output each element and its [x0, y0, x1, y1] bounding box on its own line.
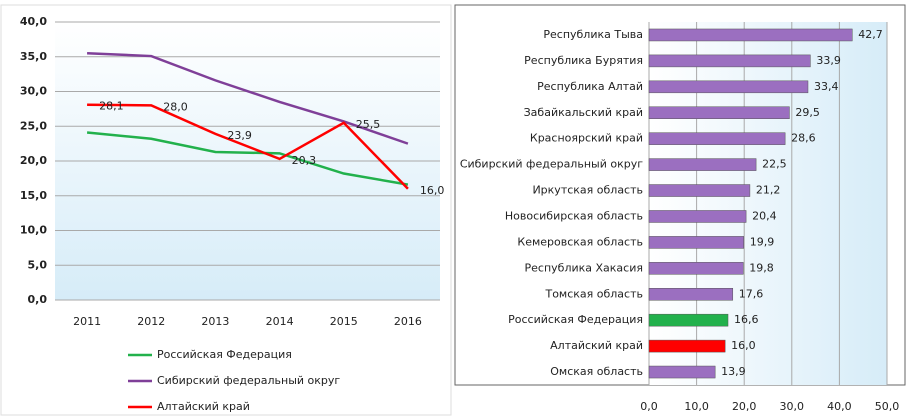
data-label: 28,1 [99, 100, 124, 113]
category-label: Забайкальский край [524, 106, 643, 119]
category-label: Республика Бурятия [524, 54, 643, 67]
bar [648, 54, 811, 68]
category-label: Иркутская область [532, 184, 643, 197]
data-label: 33,9 [816, 54, 841, 67]
data-label: 16,0 [420, 184, 445, 197]
category-label: Республика Тыва [543, 28, 643, 41]
series-line [86, 131, 409, 186]
x-tick-label: 2016 [394, 315, 422, 328]
x-tick-label: 10,0 [684, 400, 709, 413]
category-label: Кемеровская область [517, 235, 643, 248]
category-label: Республика Алтай [537, 80, 643, 93]
data-label: 21,2 [756, 184, 781, 197]
legend-label: Российская Федерация [157, 348, 292, 361]
category-label: Омская область [550, 365, 643, 378]
series-line [87, 103, 409, 190]
bar [648, 132, 786, 145]
right-plot-area [649, 22, 887, 385]
y-tick-label: 30,0 [20, 85, 47, 98]
data-label: 33,4 [814, 80, 839, 93]
x-tick-label: 40,0 [827, 400, 852, 413]
y-tick-label: 20,0 [20, 154, 47, 167]
data-label: 42,7 [858, 28, 883, 41]
bar [648, 339, 726, 353]
y-tick-label: 25,0 [20, 119, 47, 132]
bar [648, 184, 751, 197]
bar [648, 80, 809, 94]
category-label: Республика Хакасия [525, 261, 643, 274]
category-label: Новосибирская область [505, 209, 643, 222]
data-label: 16,6 [734, 313, 759, 326]
y-tick-label: 35,0 [20, 50, 47, 63]
bar [648, 28, 853, 42]
category-label: Красноярский край [530, 132, 643, 145]
category-label: Алтайский край [550, 339, 643, 352]
data-label: 19,8 [749, 261, 774, 274]
x-tick-label: 2014 [266, 315, 294, 328]
x-tick-label: 0,0 [640, 400, 658, 413]
bar [648, 288, 734, 301]
data-label: 19,9 [750, 235, 775, 248]
category-label: Российская Федерация [508, 313, 643, 326]
category-label: Сибирский федеральный округ [460, 158, 643, 171]
x-tick-label: 2015 [330, 315, 358, 328]
data-label: 13,9 [721, 365, 746, 378]
bar [648, 313, 729, 327]
bar [648, 106, 790, 119]
x-tick-label: 2013 [201, 315, 229, 328]
data-label: 29,5 [795, 106, 820, 119]
y-tick-label: 40,0 [20, 15, 47, 28]
x-tick-label: 2012 [137, 315, 165, 328]
bar [648, 262, 744, 275]
series-line [87, 52, 409, 145]
data-label: 23,9 [227, 129, 252, 142]
data-label: 22,5 [762, 158, 787, 171]
y-tick-label: 5,0 [28, 258, 48, 271]
y-tick-label: 0,0 [28, 293, 48, 306]
data-label: 20,4 [752, 209, 777, 222]
data-label: 17,6 [739, 287, 764, 300]
bar [648, 210, 747, 223]
y-tick-label: 10,0 [20, 224, 47, 237]
x-tick-label: 2011 [73, 315, 101, 328]
data-label: 20,3 [292, 154, 317, 167]
legend-label: Сибирский федеральный округ [157, 374, 340, 387]
data-label: 28,6 [791, 132, 816, 145]
bar [648, 236, 744, 249]
data-label: 28,0 [163, 100, 188, 113]
x-tick-label: 20,0 [732, 400, 757, 413]
y-tick-label: 15,0 [20, 189, 47, 202]
legend-label: Алтайский край [157, 400, 250, 413]
data-label: 16,0 [731, 339, 756, 352]
x-tick-label: 50,0 [875, 400, 900, 413]
x-tick-label: 30,0 [780, 400, 805, 413]
bar [648, 158, 757, 171]
data-label: 25,5 [356, 118, 381, 131]
category-label: Томская область [544, 287, 643, 300]
bar [648, 365, 716, 379]
